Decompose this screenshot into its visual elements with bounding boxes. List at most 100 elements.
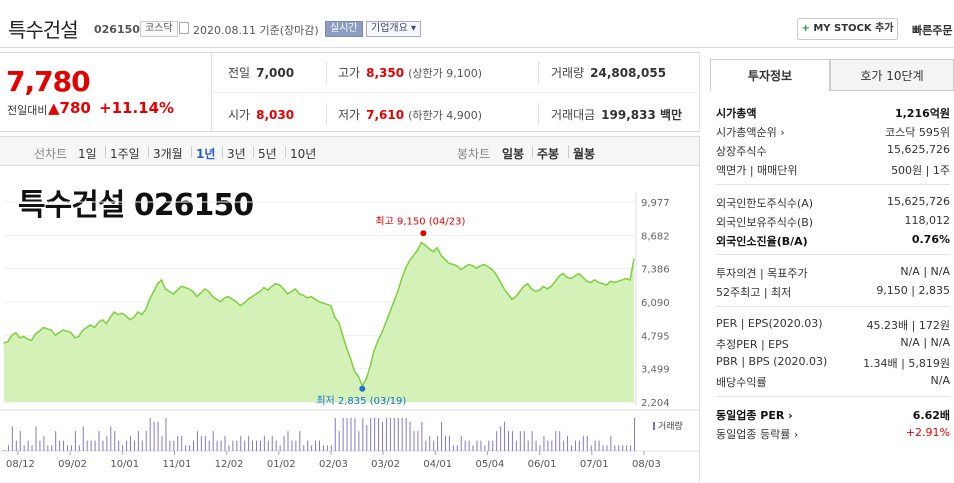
info-label: 추정PER | EPS xyxy=(716,338,789,351)
period-tab[interactable]: 1일 xyxy=(78,147,97,161)
volume-bar xyxy=(208,440,210,451)
volume-bar xyxy=(15,440,17,451)
upper-limit: (상한가 9,100) xyxy=(408,67,482,80)
volume-bar xyxy=(405,418,407,451)
volume-bar xyxy=(445,435,446,451)
volume-bar xyxy=(153,421,155,451)
volume-bar xyxy=(433,440,435,451)
section-divider xyxy=(716,396,950,397)
info-row: PER | EPS(2020.03) 45.23배 | 172원 xyxy=(716,317,950,335)
high-cell: 고가 8,350 (상한가 9,100) xyxy=(338,64,482,81)
line-chart-label[interactable]: 선차트 xyxy=(34,147,68,161)
row-divider xyxy=(212,92,700,93)
volume-bar xyxy=(4,450,5,451)
volume-bar xyxy=(354,418,356,451)
volume-bar xyxy=(232,440,234,451)
realtime-badge[interactable]: 실시간 xyxy=(325,21,363,37)
candle-chart-label[interactable]: 봉차트 xyxy=(457,147,491,161)
volume-bar xyxy=(543,435,545,451)
lower-limit: (하한가 4,900) xyxy=(408,109,482,122)
volume-bar xyxy=(200,435,202,451)
info-row: 외국인한도주식수(A) 15,625,726 xyxy=(716,195,950,213)
price-panel: 7,780 전일대비 ▲780 +11.14% 전일 7,000 고가 8,350(… xyxy=(0,52,700,132)
volume-bar xyxy=(567,435,569,451)
info-label: PER | EPS(2020.03) xyxy=(716,317,823,330)
period-tab[interactable]: 5년 xyxy=(258,147,277,161)
section-divider xyxy=(716,254,950,255)
volume-bar xyxy=(626,445,628,451)
volume-legend-swatch xyxy=(653,422,655,430)
volume-bar xyxy=(366,425,368,451)
price-line xyxy=(3,241,635,388)
volume-bar xyxy=(511,431,513,451)
y-tick-label: 3,499 xyxy=(641,365,670,376)
volume-bar xyxy=(602,445,604,451)
divider xyxy=(191,146,192,158)
divider xyxy=(532,146,533,158)
volume-bar xyxy=(319,440,320,451)
x-tick-label: 08/12 xyxy=(6,459,35,470)
price-chart[interactable]: 특수건설 026150 9,977 8,682 7,386 6,090 4,795 3,4… xyxy=(0,166,700,483)
period-tab[interactable]: 3개월 xyxy=(153,147,183,161)
x-tick-label: 10/01 xyxy=(110,459,139,470)
volume-bar xyxy=(291,440,293,451)
period-tab[interactable]: 1주일 xyxy=(110,147,140,161)
info-label: 동일업종 PER › xyxy=(716,409,793,422)
volume-bar xyxy=(456,445,458,451)
add-mystock-button[interactable]: + MY STOCK 추가 xyxy=(797,18,898,40)
info-row: 투자의견 | 목표주가 N/A | N/A xyxy=(716,265,950,283)
stock-code: 026150 xyxy=(94,23,140,36)
volume-bar xyxy=(508,431,509,451)
volume-bar xyxy=(287,431,289,451)
volume-value: 24,808,055 xyxy=(590,66,667,80)
info-value: 118,012 xyxy=(904,214,951,227)
candle-period-tab[interactable]: 월봉 xyxy=(573,147,596,161)
quick-order-link[interactable]: 빠른주문 xyxy=(912,24,953,37)
volume-bar xyxy=(401,418,403,451)
volume-bar xyxy=(574,440,576,451)
period-tab[interactable]: 3년 xyxy=(227,147,246,161)
info-row: 시가총액 1,216억원 xyxy=(716,105,950,123)
volume-bar xyxy=(590,445,592,451)
info-row[interactable]: 시가총액순위 › 코스닥 595위 xyxy=(716,124,950,142)
info-row[interactable]: 동일업종 등락률 › +2.91% xyxy=(716,426,950,444)
volume-bar xyxy=(51,445,53,451)
min-label: 최저 2,835 (03/19) xyxy=(316,395,406,407)
volume-legend-label: 거래량 xyxy=(658,420,683,432)
volume-bar xyxy=(441,421,443,451)
price-change: ▲780 xyxy=(48,99,91,117)
volume-bar xyxy=(98,431,100,451)
volume-bar xyxy=(271,435,273,451)
open-value: 8,030 xyxy=(256,108,295,122)
volume-bar xyxy=(27,440,29,451)
divider xyxy=(148,146,149,158)
price-change-percent: +11.14% xyxy=(99,99,175,117)
candle-period-tab[interactable]: 일봉 xyxy=(502,147,525,161)
volume-bar xyxy=(114,431,116,451)
low-cell: 저가 7,610 (하한가 4,900) xyxy=(338,106,482,123)
volume-bar xyxy=(378,418,380,451)
company-info-dropdown[interactable]: 기업개요 ▾ xyxy=(366,21,421,37)
volume-bar xyxy=(555,431,557,451)
chart-svg: 9,977 8,682 7,386 6,090 4,795 3,499 2,204 최고 9,… xyxy=(0,192,700,470)
info-row[interactable]: 동일업종 PER › 6.62배 xyxy=(716,407,950,425)
tab-order-book[interactable]: 호가 10단계 xyxy=(830,59,954,91)
plus-icon: + xyxy=(801,23,810,34)
volume-bar xyxy=(409,421,411,451)
period-tab[interactable]: 1년 xyxy=(196,147,216,161)
x-tick-label: 04/01 xyxy=(423,459,452,470)
volume-bar xyxy=(338,431,340,451)
volume-bar xyxy=(189,445,191,451)
volume-bar xyxy=(527,440,529,451)
tab-investment-info[interactable]: 투자정보 xyxy=(710,59,830,91)
info-value: 9,150 | 2,835 xyxy=(876,284,950,297)
current-price: 7,780 xyxy=(6,65,91,98)
divider xyxy=(538,103,539,125)
open-cell: 시가 8,030 xyxy=(228,106,294,123)
volume-bar xyxy=(59,440,61,451)
info-value: 0.76% xyxy=(911,233,950,246)
period-tab[interactable]: 10년 xyxy=(290,147,317,161)
volume-bar xyxy=(630,445,632,451)
info-value: +2.91% xyxy=(905,426,950,439)
candle-period-tab[interactable]: 주봉 xyxy=(537,147,560,161)
